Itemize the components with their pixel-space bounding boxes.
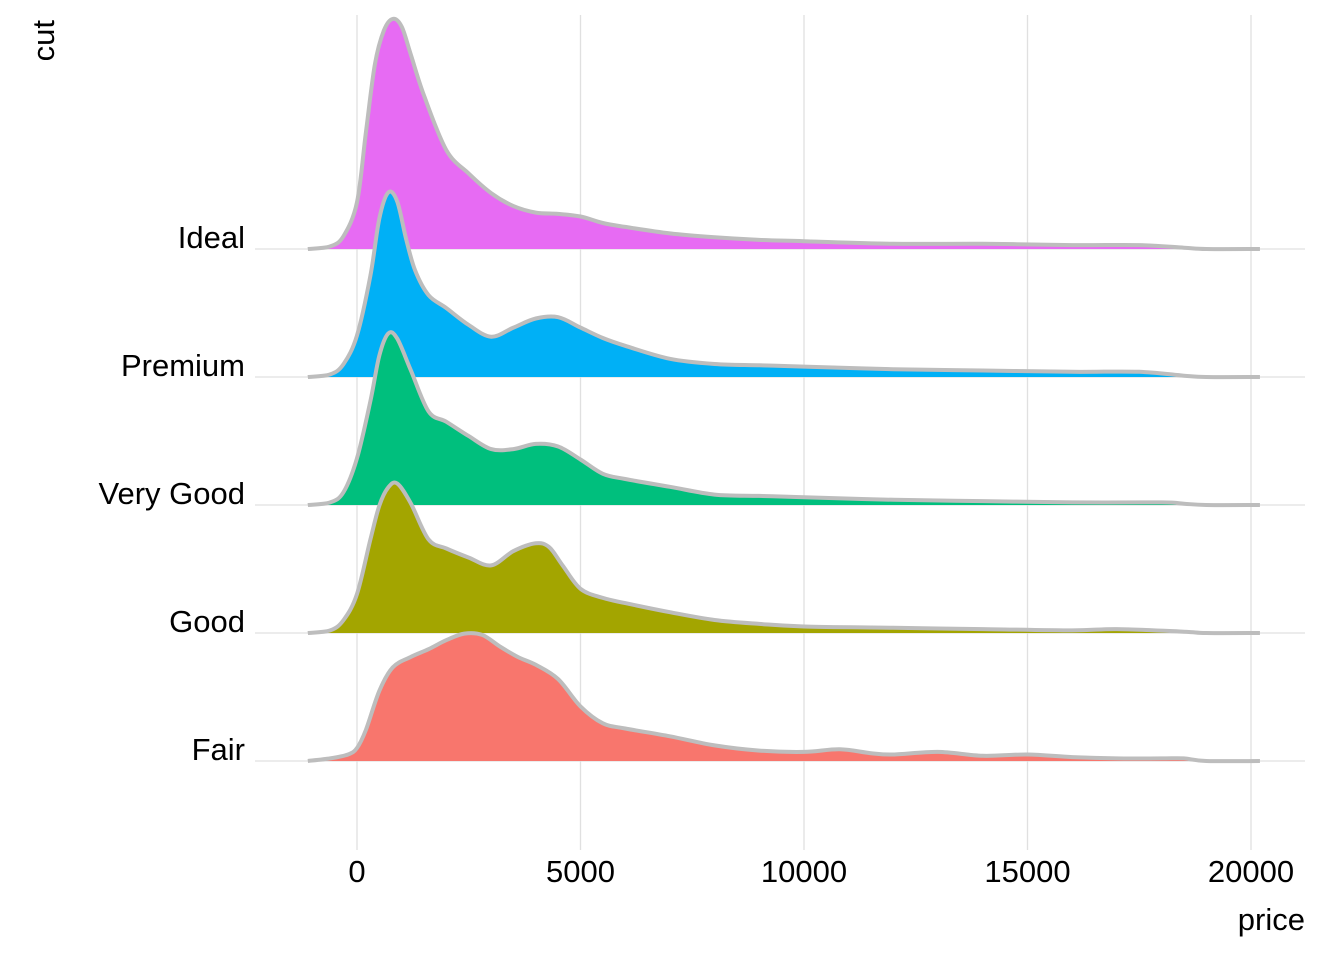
y-category-label: Ideal — [178, 220, 245, 255]
x-tick-label: 0 — [348, 854, 365, 889]
x-tick-label: 10000 — [761, 854, 847, 889]
ridge-area-premium — [307, 191, 1260, 378]
ridge-area-fair — [307, 633, 1260, 762]
y-category-label: Good — [169, 604, 245, 639]
x-axis-title: price — [1238, 902, 1305, 937]
ridge-outline-ideal — [307, 16, 1260, 252]
y-axis-title: cut — [26, 20, 61, 62]
y-category-label: Very Good — [99, 476, 245, 511]
x-tick-label: 5000 — [546, 854, 615, 889]
ridge-outline-fair — [307, 631, 1260, 764]
y-category-label: Fair — [192, 732, 245, 767]
ridge-outline-good — [307, 480, 1260, 636]
ridge-area-good — [307, 482, 1260, 634]
x-tick-labels: 0 5000 10000 15000 20000 — [348, 854, 1294, 889]
y-category-label: Premium — [121, 348, 245, 383]
x-tick-label: 20000 — [1208, 854, 1294, 889]
ridge-outline-very-good — [307, 330, 1260, 508]
ridge-area-ideal — [307, 18, 1260, 250]
x-tick-label: 15000 — [984, 854, 1070, 889]
ridge-area-very-good — [307, 332, 1260, 506]
y-category-labels: Fair Good Very Good Premium Ideal — [99, 220, 245, 767]
ridge-outline-premium — [307, 189, 1260, 380]
ridge-layer — [307, 16, 1260, 764]
